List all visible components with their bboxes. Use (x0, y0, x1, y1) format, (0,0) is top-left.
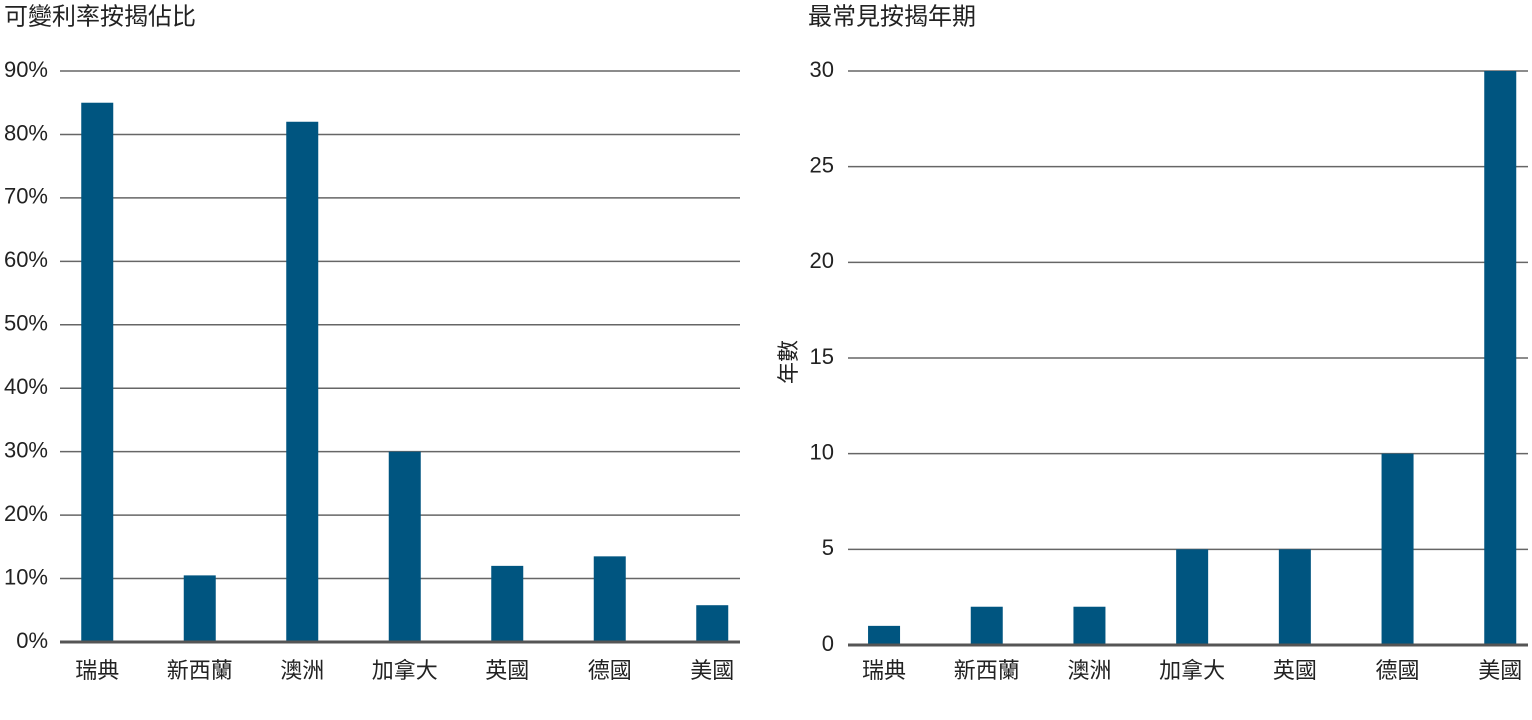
y-tick-label: 40% (4, 374, 48, 399)
y-tick-label: 10% (4, 564, 48, 589)
x-tick-label: 德國 (588, 658, 632, 683)
bar (1176, 549, 1209, 645)
bar (388, 451, 421, 642)
x-tick-label: 美國 (690, 658, 734, 683)
x-tick-label: 瑞典 (75, 658, 119, 683)
bar (868, 625, 901, 645)
bar (1484, 71, 1517, 645)
bar (1073, 606, 1106, 645)
y-tick-label: 25 (810, 152, 834, 177)
y-tick-label: 5 (822, 535, 834, 560)
y-tick-label: 10 (810, 439, 834, 464)
y-tick-label: 20% (4, 501, 48, 526)
y-tick-label: 0 (822, 631, 834, 656)
y-axis-label: 年數 (776, 340, 801, 384)
x-tick-label: 英國 (485, 658, 529, 683)
y-tick-label: 70% (4, 184, 48, 209)
y-tick-label: 20 (810, 248, 834, 273)
bar (491, 565, 524, 642)
bar (286, 121, 319, 642)
x-tick-label: 瑞典 (862, 658, 906, 683)
x-tick-label: 加拿大 (372, 658, 438, 683)
y-tick-label: 30 (810, 57, 834, 82)
bar (696, 605, 729, 642)
chart-title: 可變利率按揭佔比 (4, 3, 196, 30)
x-tick-label: 澳洲 (280, 658, 324, 683)
y-tick-label: 80% (4, 120, 48, 145)
bar (970, 606, 1003, 645)
bar (593, 556, 626, 642)
y-tick-label: 15 (810, 344, 834, 369)
x-tick-label: 加拿大 (1159, 658, 1225, 683)
x-tick-label: 美國 (1478, 658, 1522, 683)
chart-title: 最常見按揭年期 (808, 3, 976, 30)
x-tick-label: 德國 (1376, 658, 1420, 683)
bar (183, 575, 216, 642)
y-tick-label: 60% (4, 247, 48, 272)
x-tick-label: 新西蘭 (167, 658, 233, 683)
y-tick-label: 90% (4, 57, 48, 82)
x-tick-label: 新西蘭 (954, 658, 1020, 683)
bar (1381, 453, 1414, 645)
bar (81, 102, 114, 642)
x-tick-label: 英國 (1273, 658, 1317, 683)
y-tick-label: 50% (4, 311, 48, 336)
y-tick-label: 0% (16, 628, 48, 653)
y-tick-label: 30% (4, 437, 48, 462)
bar (1278, 549, 1311, 645)
x-tick-label: 澳洲 (1067, 658, 1111, 683)
